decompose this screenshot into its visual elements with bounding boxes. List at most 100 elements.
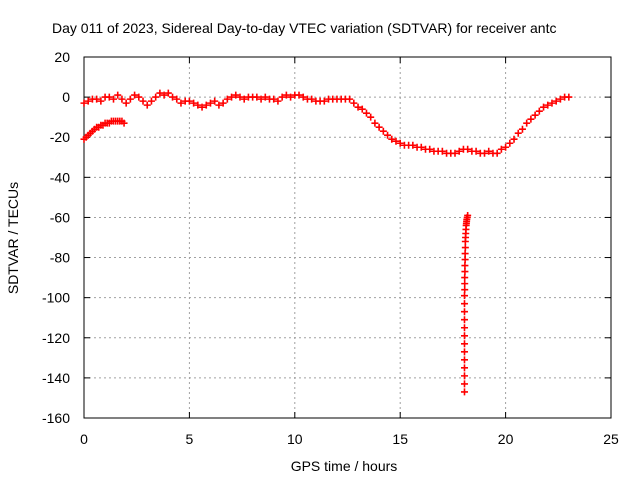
y-axis-label: SDTVAR / TECUs — [5, 182, 21, 294]
data-point — [350, 99, 358, 107]
data-point — [240, 95, 248, 103]
data-point — [506, 139, 514, 147]
data-point — [379, 127, 387, 135]
data-point — [460, 348, 468, 356]
data-point — [460, 292, 468, 300]
data-point — [460, 380, 468, 388]
data-point — [367, 113, 375, 121]
data-point — [497, 145, 505, 153]
data-point — [438, 147, 446, 155]
data-point — [202, 101, 210, 109]
data-point — [278, 93, 286, 101]
data-point — [143, 101, 151, 109]
data-point — [464, 145, 472, 153]
data-point — [105, 93, 113, 101]
series-group — [80, 89, 573, 157]
data-point — [93, 95, 101, 103]
data-point — [485, 147, 493, 155]
data-point — [211, 97, 219, 105]
data-point — [114, 91, 122, 99]
data-point — [84, 97, 92, 105]
data-point — [257, 95, 265, 103]
y-tick-label: -140 — [42, 370, 70, 386]
data-point — [461, 286, 469, 294]
data-point — [502, 143, 510, 151]
data-point — [97, 97, 105, 105]
data-point — [472, 147, 480, 155]
data-point — [460, 324, 468, 332]
data-point — [185, 97, 193, 105]
data-point — [565, 93, 573, 101]
data-point — [131, 91, 139, 99]
data-point — [461, 280, 469, 288]
data-point — [206, 99, 214, 107]
data-point — [460, 308, 468, 316]
data-point — [120, 119, 128, 127]
x-axis-label: GPS time / hours — [291, 458, 398, 474]
data-point — [460, 372, 468, 380]
data-point — [362, 109, 370, 117]
data-point — [215, 101, 223, 109]
data-point — [396, 139, 404, 147]
data-point — [460, 364, 468, 372]
data-point — [464, 211, 472, 219]
data-point — [156, 89, 164, 97]
data-point — [461, 244, 469, 252]
data-point — [223, 95, 231, 103]
data-point — [460, 332, 468, 340]
data-point — [451, 149, 459, 157]
data-point — [375, 123, 383, 131]
data-point — [270, 95, 278, 103]
data-point — [147, 97, 155, 105]
data-point — [152, 93, 160, 101]
data-point — [169, 93, 177, 101]
data-point — [461, 256, 469, 264]
data-point — [523, 119, 531, 127]
y-tick-label: -40 — [50, 169, 70, 185]
data-point — [190, 99, 198, 107]
data-point — [514, 129, 522, 137]
data-point — [198, 103, 206, 111]
data-point — [282, 91, 290, 99]
data-point — [299, 93, 307, 101]
data-point — [173, 95, 181, 103]
data-point — [80, 99, 88, 107]
data-point — [118, 95, 126, 103]
data-point — [552, 97, 560, 105]
data-point — [219, 99, 227, 107]
y-tick-label: -100 — [42, 290, 70, 306]
data-point — [135, 93, 143, 101]
data-point — [164, 89, 172, 97]
data-point — [320, 97, 328, 105]
chart-title: Day 011 of 2023, Sidereal Day-to-day VTE… — [52, 20, 556, 36]
data-point — [308, 95, 316, 103]
data-point — [388, 135, 396, 143]
series-layer — [80, 89, 573, 396]
data-point — [287, 93, 295, 101]
data-point — [228, 93, 236, 101]
y-tick-label: 0 — [62, 89, 70, 105]
data-point — [461, 274, 469, 282]
data-point — [122, 99, 130, 107]
plot-frame — [83, 56, 612, 419]
y-tick-label: -60 — [50, 209, 70, 225]
x-tick-label: 5 — [186, 431, 194, 447]
data-point — [160, 91, 168, 99]
data-point — [295, 91, 303, 99]
x-tick-label: 0 — [80, 431, 88, 447]
data-point — [126, 95, 134, 103]
data-point — [460, 388, 468, 396]
data-point — [384, 131, 392, 139]
y-tick-label: -160 — [42, 410, 70, 426]
y-tick-label: -120 — [42, 330, 70, 346]
data-point — [461, 262, 469, 270]
data-point — [426, 145, 434, 153]
data-point — [544, 101, 552, 109]
tick-layer: 0 5 10 15 20 25 -160 -140 -120 -100 -80 -60 -40 -20 0 2… — [42, 49, 619, 447]
data-point — [417, 143, 425, 151]
data-point — [481, 149, 489, 157]
y-tick-label: 20 — [54, 49, 70, 65]
data-point — [274, 97, 282, 105]
data-point — [110, 95, 118, 103]
